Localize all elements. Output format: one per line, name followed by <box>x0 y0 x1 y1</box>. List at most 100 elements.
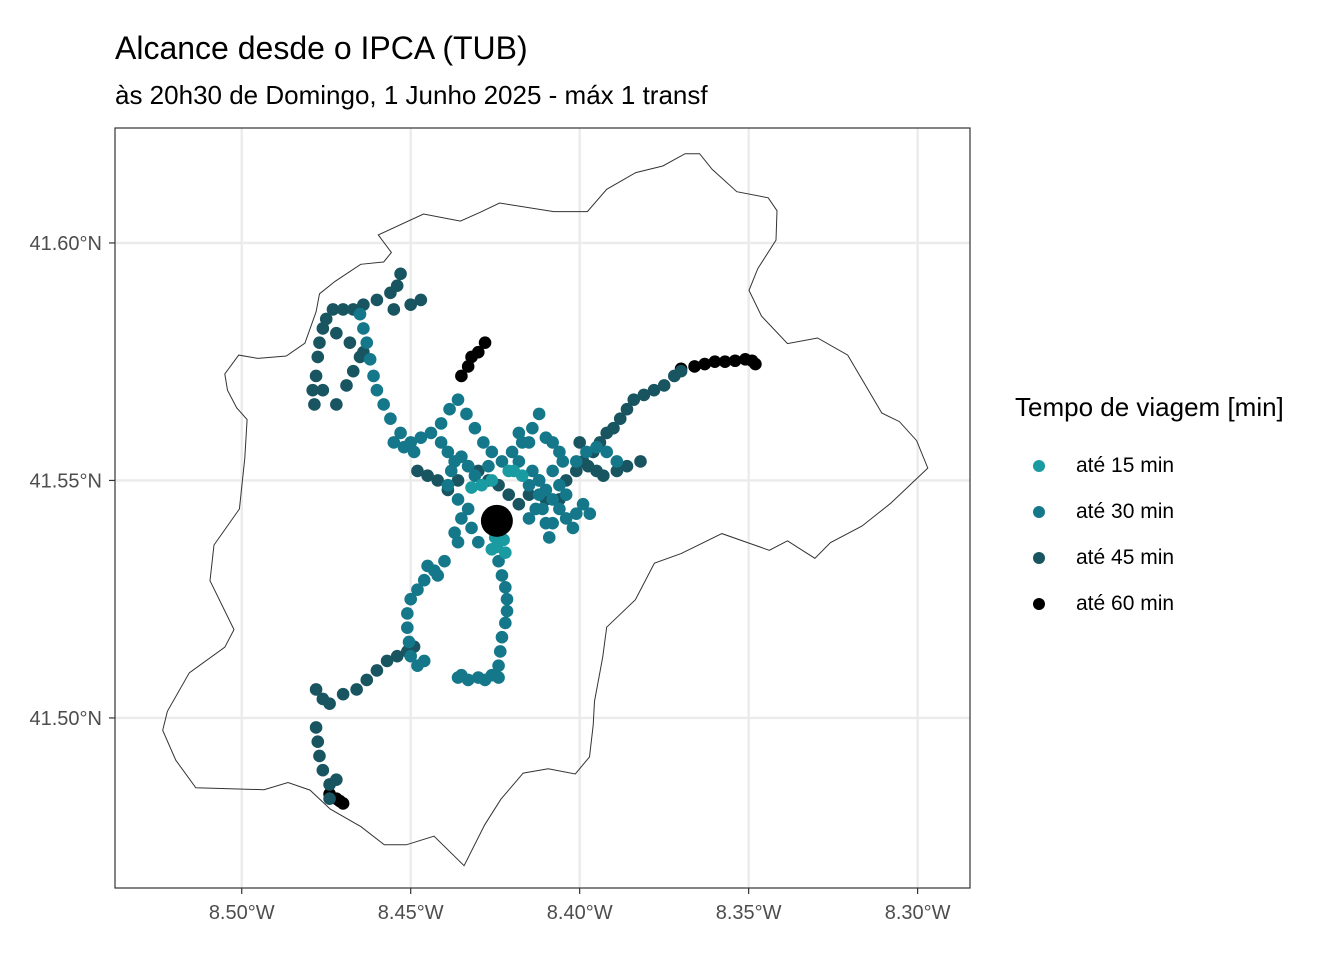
data-point <box>553 502 566 516</box>
data-point <box>414 431 428 445</box>
series-3 <box>323 336 762 810</box>
data-point <box>610 464 624 478</box>
data-point <box>573 436 586 449</box>
data-point <box>597 469 610 483</box>
data-point <box>485 474 499 487</box>
data-point <box>316 383 330 397</box>
data-point <box>441 478 455 492</box>
origin-marker <box>480 504 513 537</box>
data-point <box>336 797 350 810</box>
data-point <box>397 440 411 454</box>
data-point <box>718 355 732 369</box>
data-point <box>505 445 519 459</box>
data-point <box>323 792 336 805</box>
data-point <box>401 621 414 634</box>
data-point <box>357 298 370 312</box>
data-point <box>580 445 593 459</box>
data-point <box>367 369 380 383</box>
data-point <box>309 721 323 734</box>
data-point <box>546 493 559 506</box>
data-point <box>448 455 461 468</box>
data-point <box>529 502 543 516</box>
data-point <box>546 516 559 530</box>
data-point <box>357 322 370 335</box>
data-point <box>363 353 377 366</box>
data-point <box>627 393 641 407</box>
data-point <box>590 440 603 454</box>
data-point <box>461 459 475 473</box>
x-axis: 8.50°W 8.45°W 8.40°W 8.35°W 8.30°W <box>209 888 951 924</box>
data-point <box>404 298 418 312</box>
data-point <box>380 654 394 668</box>
data-point <box>330 773 343 786</box>
series-1 <box>353 307 624 687</box>
data-point <box>610 455 624 468</box>
data-point <box>414 293 428 307</box>
legend-label: até 30 min <box>1076 500 1175 523</box>
data-point <box>583 507 597 520</box>
data-point <box>394 267 407 281</box>
data-point <box>434 417 448 430</box>
data-point <box>477 436 490 449</box>
data-point <box>478 336 492 350</box>
data-point <box>495 630 509 644</box>
data-point <box>313 749 326 763</box>
y-axis: 41.50°N 41.55°N 41.60°N <box>30 233 115 730</box>
data-point <box>522 488 536 502</box>
data-point <box>728 354 742 368</box>
data-point <box>319 312 333 326</box>
data-point <box>360 336 374 350</box>
data-point <box>600 445 614 459</box>
data-point <box>306 383 319 397</box>
data-point <box>336 303 350 316</box>
data-point <box>497 533 510 547</box>
data-point <box>500 592 514 606</box>
data-point <box>360 673 374 687</box>
data-point <box>502 464 516 478</box>
data-point <box>613 412 627 426</box>
data-point <box>749 357 762 371</box>
data-point <box>387 436 401 449</box>
data-point <box>424 426 438 440</box>
data-point <box>492 554 505 568</box>
data-point <box>336 687 350 701</box>
data-point <box>522 512 536 525</box>
data-point <box>465 521 478 535</box>
data-point <box>569 507 583 520</box>
data-point <box>417 573 431 587</box>
data-point <box>647 383 661 397</box>
data-point <box>493 645 507 658</box>
data-point <box>444 464 458 478</box>
data-point <box>515 469 529 483</box>
data-point <box>394 426 407 440</box>
legend-label: até 45 min <box>1076 546 1175 569</box>
data-point <box>370 293 384 307</box>
data-point <box>532 474 546 487</box>
data-point <box>532 407 546 421</box>
data-point <box>460 407 473 421</box>
data-point <box>309 369 323 383</box>
data-points <box>306 267 762 810</box>
data-point <box>512 497 526 511</box>
x-tick-label: 8.35°W <box>716 902 782 924</box>
legend-label: até 60 min <box>1076 592 1175 615</box>
y-tick-label: 41.50°N <box>30 708 103 730</box>
data-point <box>522 436 536 449</box>
data-point <box>556 455 570 468</box>
series-0 <box>465 464 529 559</box>
legend-title: Tempo de viagem [min] <box>1015 392 1284 422</box>
data-point <box>404 592 418 606</box>
data-point <box>451 493 465 506</box>
data-point <box>698 357 712 371</box>
legend-swatch <box>1033 506 1045 518</box>
data-point <box>308 398 321 411</box>
data-point <box>465 481 478 494</box>
y-tick-label: 41.55°N <box>30 470 103 492</box>
data-point <box>526 464 539 478</box>
data-point <box>620 402 634 416</box>
data-point <box>634 455 647 468</box>
legend-swatch <box>1033 552 1045 564</box>
data-point <box>465 350 478 364</box>
data-point <box>569 455 583 468</box>
